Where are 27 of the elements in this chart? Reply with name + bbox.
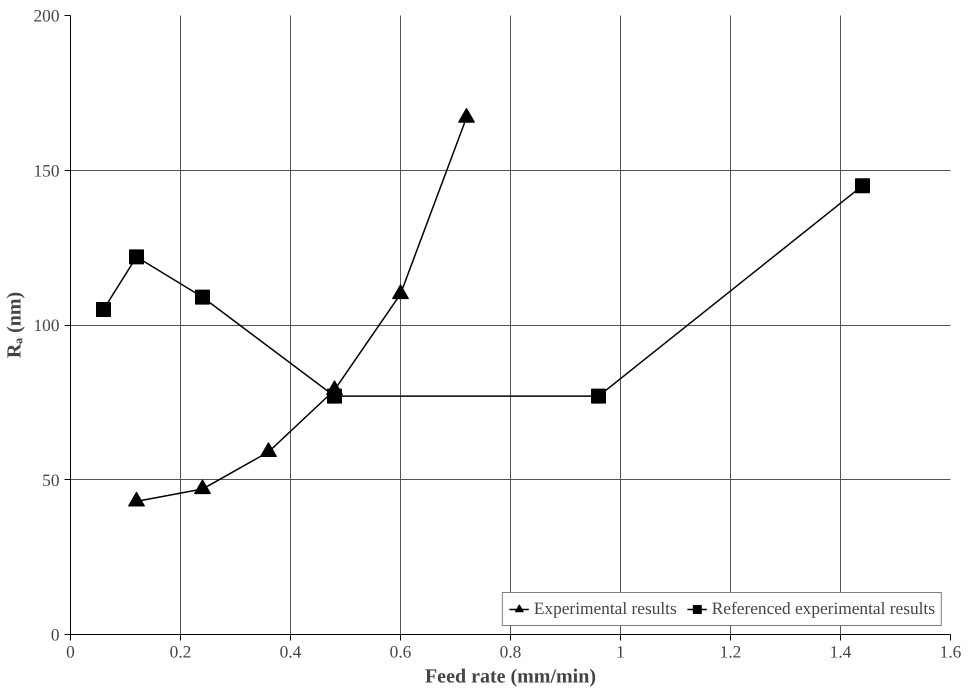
- x-tick-label: 0.2: [170, 642, 192, 662]
- point: [327, 388, 342, 404]
- x-tick-label: 1: [616, 642, 625, 662]
- point: [194, 479, 211, 494]
- x-tick-label: 1.6: [940, 642, 962, 662]
- legend-label: Experimental results: [534, 599, 677, 619]
- y-tick-label: 50: [42, 470, 60, 490]
- legend-label: Referenced experimental results: [712, 599, 935, 619]
- point: [129, 249, 144, 264]
- x-tick-label: 1.2: [720, 642, 742, 662]
- x-tick-label: 0.6: [390, 642, 412, 662]
- y-tick-label: 0: [50, 626, 60, 644]
- y-axis-title: Rₐ (nm): [4, 292, 26, 358]
- x-tick-label: 0.8: [500, 642, 522, 662]
- y-tick-label: 150: [34, 161, 60, 180]
- point: [591, 388, 606, 404]
- point: [195, 290, 210, 305]
- point: [128, 492, 145, 507]
- point: [96, 302, 111, 318]
- y-tick-label: 200: [34, 6, 60, 26]
- point: [855, 178, 870, 194]
- x-tick-label: 1.4: [830, 642, 852, 662]
- x-axis-title: Feed rate (mm/min): [424, 666, 596, 688]
- x-tick-label: 0: [66, 642, 75, 662]
- x-tick-label: 0.4: [280, 642, 302, 662]
- y-tick-label: 100: [34, 316, 60, 335]
- point: [260, 442, 277, 458]
